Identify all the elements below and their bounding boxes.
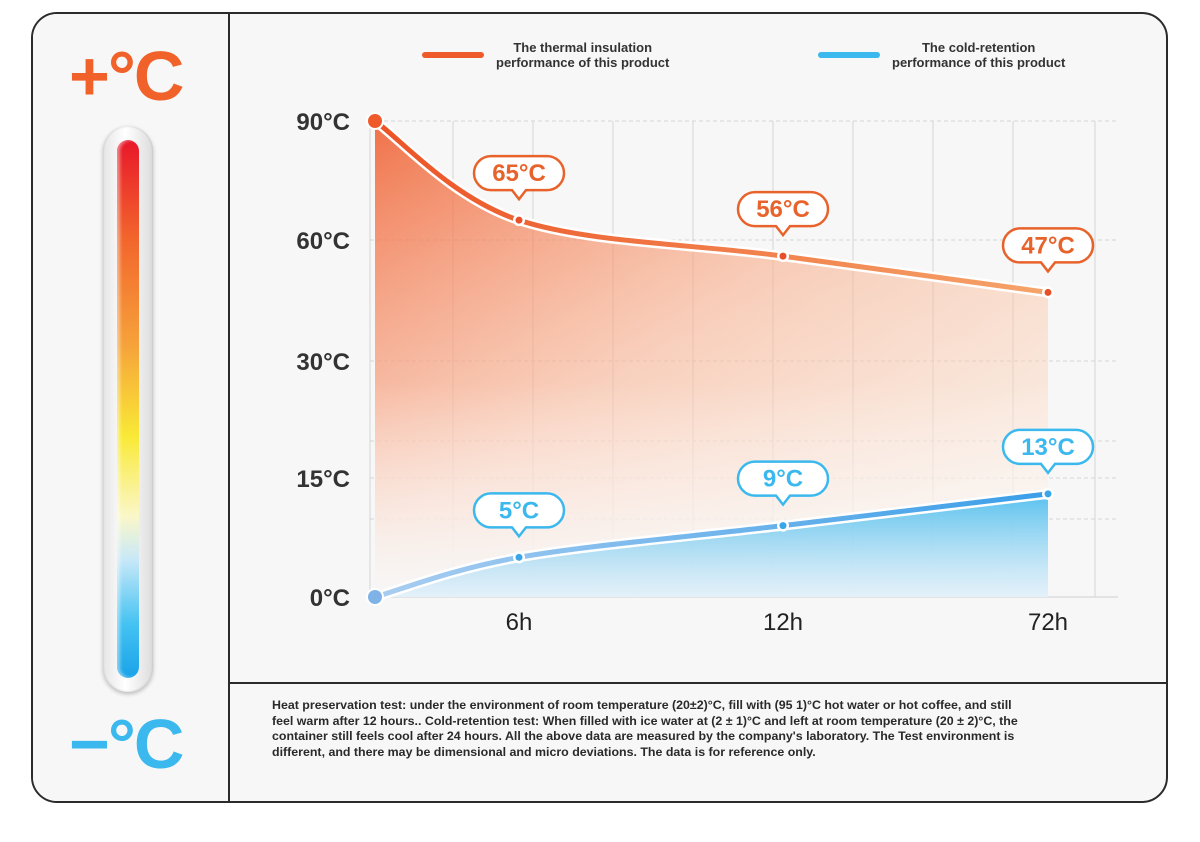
hot-area-fade (375, 121, 1048, 597)
cold-data-point (368, 590, 382, 604)
hot-data-point (779, 252, 787, 260)
hot-data-point (368, 114, 382, 128)
callout-bubble (472, 154, 566, 202)
series-lines (366, 112, 1054, 606)
axis-labels: 0°C 15°C 30°C 60°C 90°C 6h 12h 72h (296, 109, 1068, 636)
data-label: 65°C (492, 160, 546, 187)
callout-bubble (1001, 227, 1095, 274)
cold-value-callout: 13°C (1001, 428, 1095, 475)
x-tick-label: 6h (506, 609, 533, 636)
callout-bubble (472, 492, 566, 539)
series-areas (375, 121, 1048, 597)
data-label: 47°C (1021, 232, 1075, 259)
cold-value-callout: 9°C (736, 460, 830, 507)
callout-bubble (736, 460, 830, 507)
legend-item-cold: The cold-retention performance of this p… (818, 40, 1065, 70)
legend-swatch-hot (422, 52, 484, 58)
data-label: 56°C (756, 196, 810, 223)
cold-data-point (515, 553, 523, 561)
x-tick-label: 12h (763, 609, 803, 636)
thermometer-panel: +°C −°C (33, 14, 230, 801)
data-label: 5°C (499, 497, 539, 524)
x-tick-label: 72h (1028, 609, 1068, 636)
hot-label: +°C (69, 37, 184, 115)
y-tick-label: 30°C (296, 349, 350, 376)
legend-swatch-cold (818, 52, 880, 58)
legend-label-hot: The thermal insulation performance of th… (496, 40, 670, 70)
thermometer-gradient (117, 140, 139, 678)
legend-item-hot: The thermal insulation performance of th… (422, 40, 669, 70)
data-label: 9°C (763, 466, 803, 493)
callout-bubble (736, 190, 830, 238)
y-tick-label: 15°C (296, 466, 350, 493)
hot-data-point (515, 216, 523, 224)
cold-area (375, 493, 1048, 597)
y-tick-label: 60°C (296, 228, 350, 255)
test-note: Heat preservation test: under the enviro… (272, 698, 1018, 759)
data-labels: 65°C 56°C 47°C 5°C 9°C 13°C (472, 154, 1095, 539)
thermometer-icon (103, 126, 153, 692)
hot-value-callout: 47°C (1001, 227, 1095, 274)
divider (230, 682, 1166, 684)
hot-value-callout: 56°C (736, 190, 830, 238)
y-tick-label: 90°C (296, 109, 350, 136)
cold-data-point (1044, 490, 1052, 498)
cold-value-callout: 5°C (472, 492, 566, 539)
data-label: 13°C (1021, 434, 1075, 461)
hot-line (372, 118, 1051, 295)
cold-data-point (779, 522, 787, 530)
hot-data-point (1044, 288, 1052, 296)
cold-label: −°C (69, 705, 184, 783)
legend-label-cold: The cold-retention performance of this p… (892, 40, 1066, 70)
cold-line (372, 491, 1051, 600)
y-tick-label: 0°C (310, 585, 350, 612)
hot-value-callout: 65°C (472, 154, 566, 202)
callout-bubble (1001, 428, 1095, 475)
